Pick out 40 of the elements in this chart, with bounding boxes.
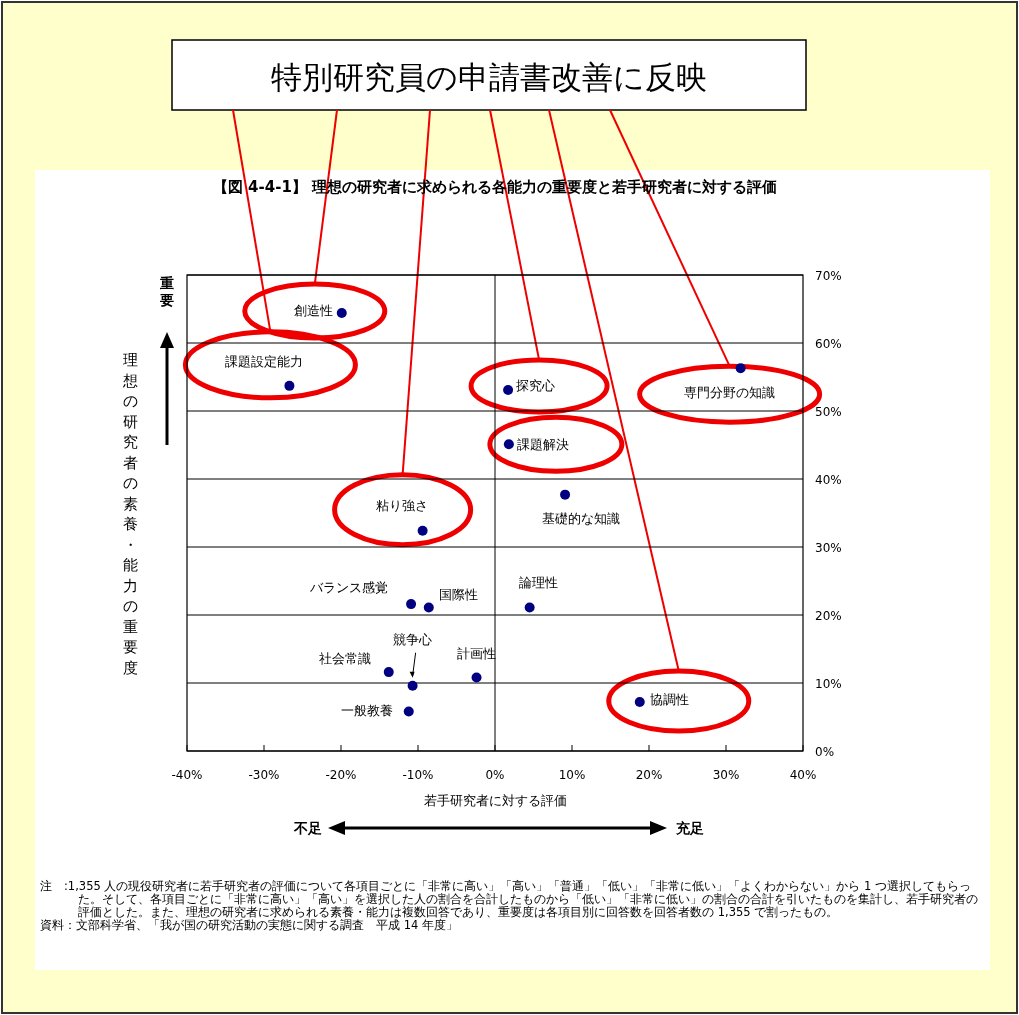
x-tick-label: -20% [325,768,357,782]
text: 資料：文部科学省、「我が国の研究活動の実態に関する調査 平成 14 年度」 [40,918,459,932]
x-axis-title: 若手研究者に対する評価 [423,793,567,808]
annotation: 一般教養 [340,702,393,718]
annotation: 基礎的な知識 [542,510,621,526]
y-tick-label: 60% [815,337,842,351]
y-tick-label: 30% [815,541,842,555]
x-tick-label: 40% [789,768,817,782]
annotation: 専門分野の知識 [684,385,776,401]
annotation: 社会常識 [318,651,371,667]
annotation: 論理性 [519,574,559,590]
x-tick-label: 0% [485,768,505,782]
y-axis-title: 理想の研究者の素養・能力の重要度 [122,351,138,677]
annotation: 探究心 [516,377,556,393]
text: 注 :1,355 人の現役研究者に若手研究者の評価について各項目ごとに「非常に高い」「高い」「普通」「低い」「非常に低い」「よくわからない」から 1 つ選択してもらった。そして、各項目ごとに「非常に高い」「高い」を選択した人の割合を合計したものから「低い」「非常に低い」の割合の合計を引いたものを集計し、若手研究者の評価とした。また、理想の研究者に求められる素養・能力は複数回答であり、重要度は各項目別に回答数を回答者数の 1,355 で割ったもの。 [40,879,979,919]
x-tick-label: -40% [171,768,203,782]
annotation: 粘り強さ [375,497,428,513]
annotation: 競争心 [393,631,433,647]
text: 充足 [675,820,704,836]
y-tick-label: 50% [815,405,842,419]
annotation: 創造性 [293,303,333,319]
y-tick-label: 0% [815,745,835,759]
annotation: 計画性 [457,645,497,661]
y-tick-label: 20% [815,609,842,623]
y-tick-label: 70% [815,269,842,283]
annotation: 国際性 [439,586,479,602]
annotation: 協調性 [649,692,689,708]
x-tick-label: 30% [712,768,740,782]
x-tick-label: 20% [635,768,663,782]
annotation: 課題設定能力 [225,353,304,369]
x-tick-label: 10% [558,768,586,782]
x-tick-label: -30% [248,768,280,782]
text: 不足 [293,820,322,836]
text: 重要 [159,275,174,308]
annotation: バランス感覚 [309,580,389,596]
y-tick-label: 40% [815,473,842,487]
annotation: 課題解決 [516,437,569,453]
text: 特別研究員の申請書改善に反映 [271,59,707,95]
y-tick-label: 10% [815,677,842,691]
x-tick-label: -10% [402,768,434,782]
